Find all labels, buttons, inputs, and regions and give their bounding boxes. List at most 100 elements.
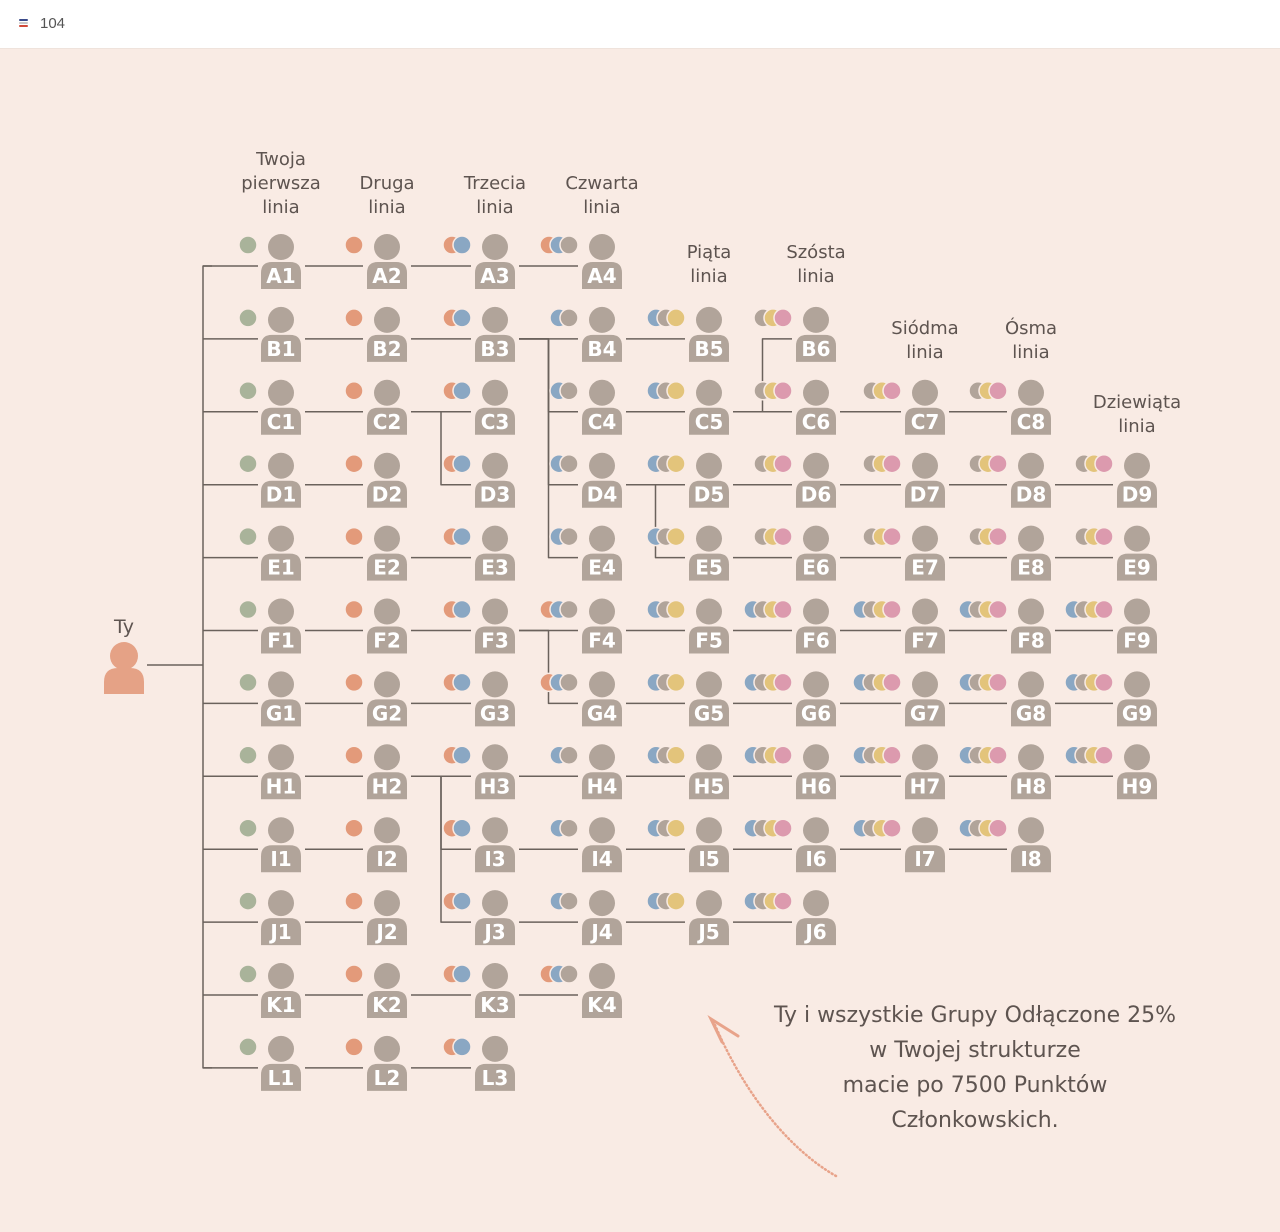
node-B5: B5 — [646, 306, 729, 362]
node-label: G2 — [372, 701, 402, 725]
level-dot — [988, 599, 1008, 620]
person-icon-body — [796, 407, 836, 435]
person-icon-head — [803, 306, 829, 333]
page-list-icon[interactable] — [19, 19, 28, 28]
person-icon-body — [1011, 553, 1051, 581]
person-icon-head — [696, 452, 722, 479]
node-K4: K4 — [539, 963, 622, 1018]
branch-connector-line — [411, 411, 471, 486]
person-icon-body — [905, 407, 945, 435]
caption-line: macie po 7500 Punktów — [842, 1073, 1108, 1098]
person-icon-head — [482, 744, 508, 771]
level-dot — [344, 381, 364, 401]
node-C4: C4 — [549, 379, 622, 435]
person-icon-head — [803, 671, 829, 698]
person-icon-head — [374, 671, 400, 698]
line-header-text: Szósta — [786, 242, 845, 263]
node-G5: G5 — [646, 671, 729, 727]
person-icon-head — [696, 890, 722, 917]
person-icon-body — [905, 699, 945, 727]
person-icon-head — [268, 963, 294, 989]
node-label: G6 — [801, 701, 831, 725]
node-label: E1 — [267, 556, 295, 580]
level-dot — [773, 308, 793, 328]
level-dot — [988, 526, 1008, 547]
node-K1: K1 — [238, 963, 301, 1018]
person-icon-head — [803, 525, 829, 552]
person-icon-head — [374, 890, 400, 917]
level-dot — [238, 599, 258, 620]
node-label: H1 — [266, 774, 297, 798]
person-icon-body — [475, 918, 515, 946]
arrow-head-icon — [707, 1014, 740, 1044]
level-dot — [452, 964, 472, 984]
node-label: J6 — [803, 920, 826, 944]
person-icon-head — [803, 598, 829, 625]
node-C1: C1 — [238, 379, 301, 435]
person-icon-head — [374, 1035, 400, 1062]
person-icon-body — [261, 918, 301, 946]
person-icon-body — [1117, 772, 1157, 800]
node-label: H4 — [587, 774, 618, 798]
line-header-text: Czwarta — [565, 173, 638, 194]
node-label: E3 — [481, 556, 509, 580]
person-icon-body — [689, 626, 729, 654]
person-icon-body — [1011, 699, 1051, 727]
node-I5: I5 — [646, 817, 729, 873]
node-label: H9 — [1122, 774, 1153, 798]
node-label: C4 — [588, 410, 617, 434]
person-icon-head — [589, 452, 615, 479]
person-icon-head — [268, 452, 294, 479]
level-dot — [559, 308, 579, 328]
node-D3: D3 — [442, 452, 515, 508]
level-dot — [344, 599, 364, 620]
level-dot — [559, 453, 579, 474]
level-dot — [773, 672, 793, 693]
trunk-vertical-line — [202, 265, 212, 1069]
person-icon-head — [374, 525, 400, 552]
node-L3: L3 — [442, 1035, 515, 1091]
node-J6: J6 — [743, 890, 836, 946]
person-icon-head — [696, 744, 722, 771]
level-dot — [238, 672, 258, 693]
person-icon-body — [367, 334, 407, 362]
person-icon-body — [475, 1063, 515, 1091]
node-F3: F3 — [442, 598, 515, 654]
level-dot — [238, 526, 258, 547]
level-dot — [238, 308, 258, 328]
node-L2: L2 — [344, 1035, 407, 1091]
person-icon-head — [374, 744, 400, 771]
node-D5: D5 — [646, 452, 729, 508]
node-I6: I6 — [743, 817, 836, 873]
node-label: G7 — [910, 701, 940, 725]
person-icon-body — [367, 262, 407, 289]
node-I1: I1 — [238, 817, 301, 873]
node-E5: E5 — [646, 525, 729, 581]
node-label: I7 — [914, 847, 935, 871]
level-dot — [452, 891, 472, 911]
node-label: E2 — [373, 556, 401, 580]
person-icon-body — [475, 772, 515, 800]
node-E4: E4 — [549, 525, 622, 581]
person-icon-head — [374, 379, 400, 406]
person-icon-body — [367, 918, 407, 946]
person-icon-head — [268, 379, 294, 406]
node-E2: E2 — [344, 525, 407, 581]
node-label: K1 — [266, 993, 295, 1017]
level-dot — [773, 891, 793, 911]
node-G1: G1 — [238, 671, 301, 727]
level-dot — [238, 964, 258, 984]
person-icon-head — [482, 598, 508, 625]
person-icon-head — [912, 744, 938, 771]
person-icon-body — [582, 772, 622, 800]
level-dot — [238, 235, 258, 255]
person-icon-body — [689, 699, 729, 727]
node-label: H8 — [1016, 774, 1047, 798]
node-label: D5 — [694, 483, 725, 507]
node-label: A1 — [266, 264, 295, 288]
node-label: K3 — [480, 993, 509, 1017]
person-icon-head — [1018, 744, 1044, 771]
line-header-text: pierwsza — [241, 173, 320, 194]
node-B2: B2 — [344, 306, 407, 362]
person-icon-head — [1018, 598, 1044, 625]
